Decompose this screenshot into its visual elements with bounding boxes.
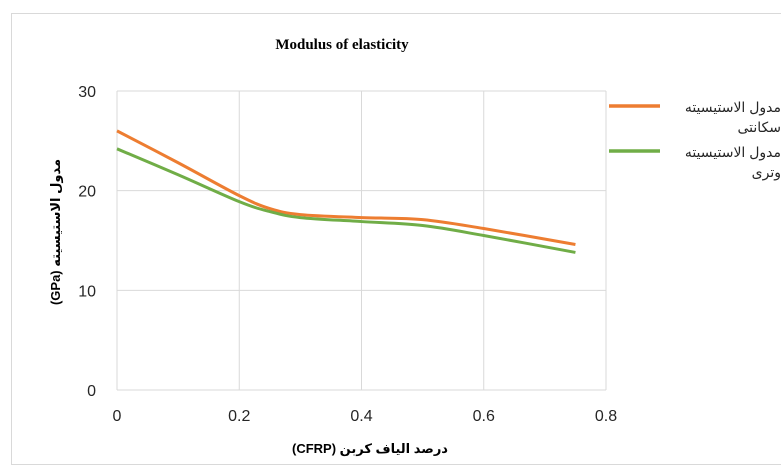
x-tick-label: 0.8 bbox=[595, 408, 617, 425]
y-tick-label: 0 bbox=[87, 383, 96, 400]
x-axis-label: درصد الیاف کربن (CFRP) bbox=[292, 441, 448, 456]
grid bbox=[116, 90, 607, 391]
y-tick-label: 20 bbox=[78, 184, 96, 201]
series-line-2 bbox=[116, 147, 576, 254]
x-tick-label: 0 bbox=[113, 408, 122, 425]
legend-label-1: سکانتی bbox=[737, 119, 781, 135]
y-axis-label: مدول الاستیسیته (GPa) bbox=[48, 159, 63, 305]
x-axis-ticks: 0 0.2 0.4 0.6 0.8 bbox=[113, 408, 618, 425]
x-tick-label: 0.2 bbox=[228, 408, 250, 425]
y-axis-ticks: 0 10 20 30 bbox=[78, 84, 96, 400]
legend-label-2: مدول الاستیسیته bbox=[685, 144, 781, 161]
series-line-1 bbox=[116, 129, 576, 246]
y-tick-label: 10 bbox=[78, 283, 96, 300]
legend: مدول الاستیسیته سکانتی مدول الاستیسیته وتری bbox=[609, 99, 781, 181]
x-tick-label: 0.6 bbox=[473, 408, 495, 425]
y-tick-label: 30 bbox=[78, 84, 96, 101]
legend-label-1: مدول الاستیسیته bbox=[685, 99, 781, 116]
series-lines bbox=[116, 129, 576, 254]
chart-title: Modulus of elasticity bbox=[275, 37, 409, 53]
legend-label-2: وتری bbox=[752, 164, 781, 181]
x-tick-label: 0.4 bbox=[350, 408, 372, 425]
